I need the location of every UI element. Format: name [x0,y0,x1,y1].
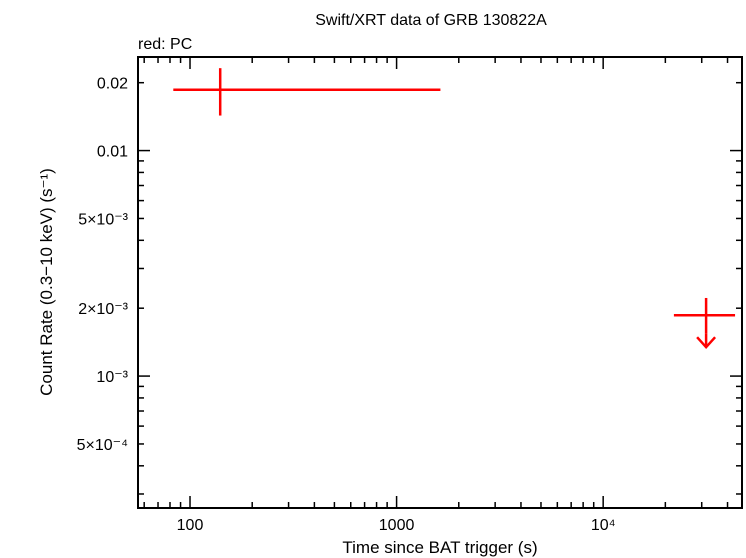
y-axis-label: Count Rate (0.3−10 keV) (s⁻¹) [37,168,56,396]
x-tick-label: 100 [177,517,204,534]
x-axis-label: Time since BAT trigger (s) [342,538,537,557]
upper-limit-point [673,297,736,350]
y-tick-label: 0.01 [97,144,128,161]
x-tick-label: 1000 [379,517,415,534]
y-tick-labels: 0.02 0.01 5×10⁻³ 2×10⁻³ 10⁻³ 5×10⁻⁴ [77,76,129,454]
y-tick-label: 5×10⁻³ [78,211,128,228]
data-points [173,68,736,350]
chart-title: Swift/XRT data of GRB 130822A [315,12,547,29]
axis-ticks [138,57,742,508]
x-tick-label: 10⁴ [591,517,616,534]
y-tick-label: 5×10⁻⁴ [77,437,128,454]
plot-frame [137,56,743,509]
data-point [173,68,441,116]
y-tick-label: 10⁻³ [96,369,128,386]
y-tick-label: 2×10⁻³ [78,301,128,318]
x-tick-labels: 100 1000 10⁴ [177,517,616,534]
upper-limit-arrow [696,336,717,350]
chart-subtitle: red: PC [138,36,192,53]
y-tick-label: 0.02 [97,76,128,93]
